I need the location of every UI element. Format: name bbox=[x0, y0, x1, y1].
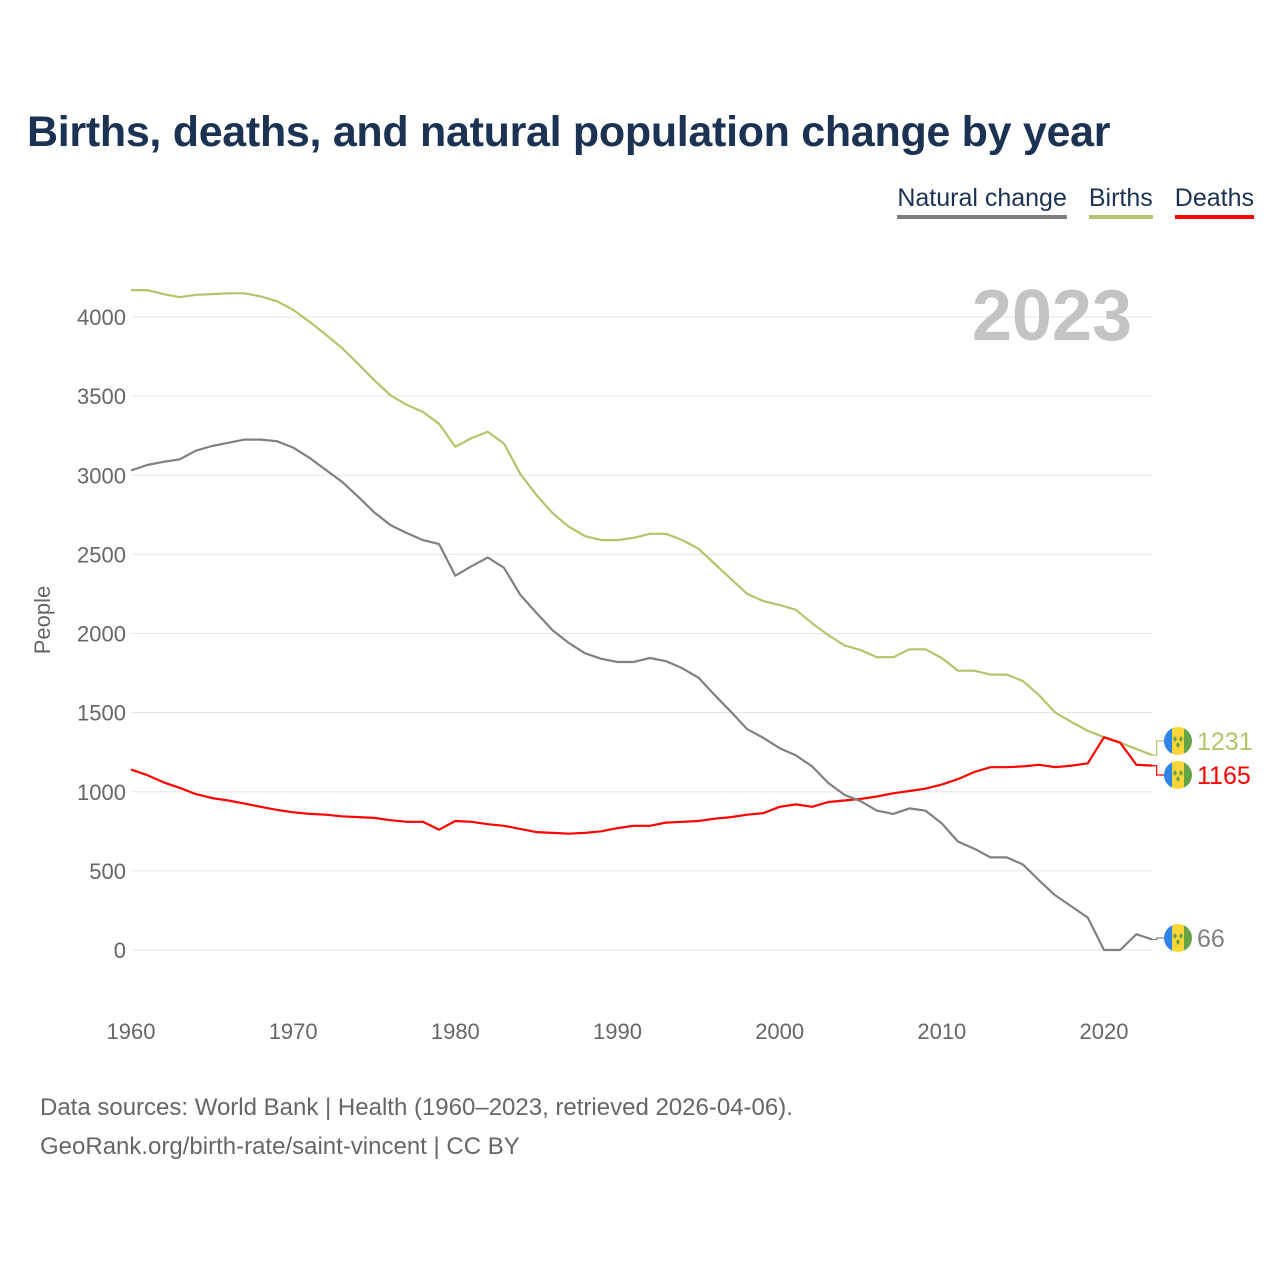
series-line-deaths bbox=[130, 736, 1153, 835]
end-value-label: 1231 bbox=[1197, 728, 1253, 756]
legend: Natural change Births Deaths bbox=[897, 184, 1254, 219]
x-tick-label: 2020 bbox=[1080, 1019, 1129, 1044]
label-connector bbox=[1152, 740, 1165, 756]
label-connector bbox=[1152, 765, 1165, 776]
y-tick-label: 0 bbox=[114, 938, 126, 963]
x-tick-label: 2010 bbox=[917, 1019, 966, 1044]
flag-icon bbox=[1164, 924, 1192, 952]
y-axis-label: People bbox=[30, 586, 55, 655]
source-note: Data sources: World Bank | Health (1960–… bbox=[40, 1088, 793, 1166]
legend-natural-change[interactable]: Natural change bbox=[897, 184, 1067, 219]
flag-icon bbox=[1164, 727, 1192, 755]
x-tick-label: 1960 bbox=[107, 1019, 156, 1044]
y-tick-label: 3500 bbox=[77, 384, 126, 409]
x-tick-label: 1990 bbox=[593, 1019, 642, 1044]
y-tick-label: 500 bbox=[89, 859, 126, 884]
y-tick-label: 2500 bbox=[77, 542, 126, 567]
label-connector bbox=[1152, 937, 1165, 941]
source-line-1: Data sources: World Bank | Health (1960–… bbox=[40, 1094, 793, 1121]
series-line-births bbox=[131, 289, 1153, 757]
y-tick-label: 3000 bbox=[77, 463, 126, 488]
flag-icon bbox=[1164, 761, 1192, 789]
series-line-natural-change bbox=[130, 438, 1153, 952]
y-tick-label: 4000 bbox=[77, 305, 126, 330]
legend-births[interactable]: Births bbox=[1088, 184, 1153, 219]
legend-deaths[interactable]: Deaths bbox=[1174, 184, 1254, 219]
end-value-label: 1165 bbox=[1197, 762, 1251, 790]
source-line-2[interactable]: GeoRank.org/birth-rate/saint-vincent | C… bbox=[40, 1133, 520, 1160]
y-tick-label: 1000 bbox=[77, 780, 126, 805]
x-tick-label: 1970 bbox=[269, 1019, 318, 1044]
end-value-label: 66 bbox=[1197, 925, 1225, 953]
x-tick-label: 1980 bbox=[431, 1019, 480, 1044]
y-tick-label: 1500 bbox=[77, 701, 126, 726]
year-watermark: 2023 bbox=[972, 276, 1132, 356]
x-tick-label: 2000 bbox=[755, 1019, 804, 1044]
chart-title: Births, deaths, and natural population c… bbox=[27, 108, 1111, 156]
y-tick-label: 2000 bbox=[77, 622, 126, 647]
